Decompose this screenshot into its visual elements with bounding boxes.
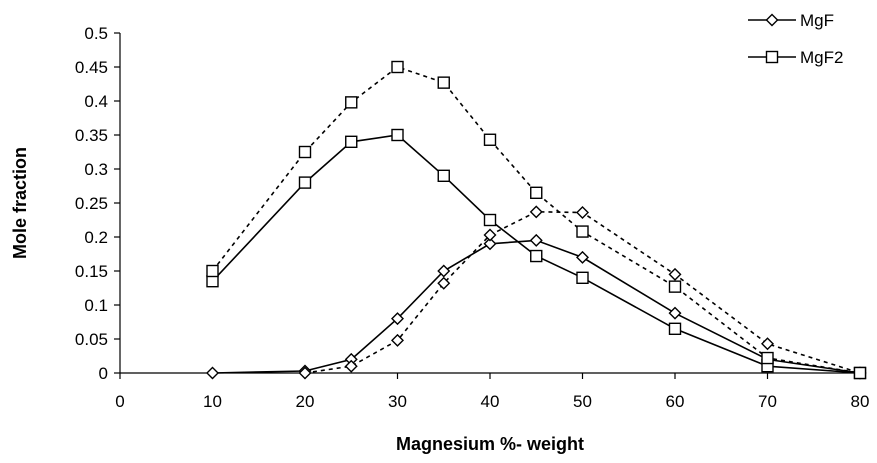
data-point-diamond (437, 276, 451, 290)
series-line (304, 210, 861, 374)
x-tick-label: 40 (481, 392, 500, 411)
data-point-diamond (391, 312, 404, 326)
data-point-square (391, 60, 404, 74)
series-line (211, 66, 861, 374)
data-point-square (576, 225, 589, 238)
y-tick-label: 0.25 (75, 194, 108, 213)
data-point-square (391, 128, 404, 142)
data-point-diamond (344, 359, 358, 373)
x-tick-label: 20 (296, 392, 315, 411)
legend-label: MgF2 (800, 48, 843, 67)
data-point-square (530, 249, 543, 263)
y-tick-label: 0.15 (75, 262, 108, 281)
data-point-diamond (529, 205, 543, 219)
data-point-square (576, 271, 589, 284)
axes: 0 0.05 0.1 0.15 0.2 0.25 0.3 0.35 0.4 0.45 0.5 0 10 2… (75, 24, 870, 411)
square-marker-icon (765, 50, 779, 64)
y-tick-label: 0.05 (75, 330, 108, 349)
data-point-square (483, 213, 497, 227)
data-point-diamond (529, 233, 543, 247)
legend-label: MgF (800, 11, 834, 30)
data-point-diamond (391, 333, 404, 347)
legend-item: MgF2 (748, 48, 843, 67)
data-point-diamond (437, 264, 451, 278)
data-point-diamond (206, 366, 219, 380)
data-point-square (668, 322, 682, 335)
diamond-marker-icon (765, 13, 779, 27)
data-point-square (206, 275, 219, 288)
data-point-square (345, 96, 358, 109)
y-tick-label: 0.4 (84, 92, 108, 111)
data-point-square (298, 176, 312, 189)
data-point-diamond (483, 237, 497, 251)
x-tick-label: 50 (573, 392, 592, 411)
x-axis-title: Magnesium %- weight (396, 434, 584, 454)
x-tick-label: 0 (115, 392, 124, 411)
legend: MgF MgF2 (748, 11, 843, 67)
data-point-square (206, 264, 219, 278)
data-point-diamond (576, 250, 589, 264)
data-point-square (437, 76, 450, 89)
series-2 (298, 205, 867, 380)
data-point-diamond (483, 228, 497, 242)
x-tick-label: 30 (388, 392, 407, 411)
x-tick-label: 70 (758, 392, 777, 411)
legend-item: MgF (748, 11, 834, 30)
data-point-diamond (668, 267, 682, 281)
data-point-square (530, 186, 543, 200)
series-3 (206, 60, 867, 380)
x-tick-label: 60 (666, 392, 685, 411)
y-tick-label: 0.5 (84, 24, 108, 43)
x-tick-label: 10 (203, 392, 222, 411)
data-point-square (761, 351, 774, 365)
data-point-diamond (668, 306, 682, 320)
y-tick-label: 0.3 (84, 160, 108, 179)
data-point-square (437, 169, 450, 183)
data-point-diamond (761, 337, 774, 351)
y-tick-label: 0.35 (75, 126, 108, 145)
data-point-diamond (298, 366, 312, 380)
data-point-square (483, 133, 497, 146)
series-layer (206, 60, 867, 380)
y-axis-title: Mole fraction (10, 147, 30, 259)
y-tick-label: 0.2 (84, 228, 108, 247)
y-tick-label: 0 (99, 364, 108, 383)
data-point-diamond (576, 206, 589, 220)
data-point-square (298, 145, 312, 159)
data-point-square (345, 135, 358, 149)
y-tick-label: 0.1 (84, 296, 108, 315)
data-point-square (853, 366, 867, 380)
x-tick-label: 80 (851, 392, 870, 411)
y-tick-label: 0.45 (75, 58, 108, 77)
data-point-square (668, 280, 682, 293)
